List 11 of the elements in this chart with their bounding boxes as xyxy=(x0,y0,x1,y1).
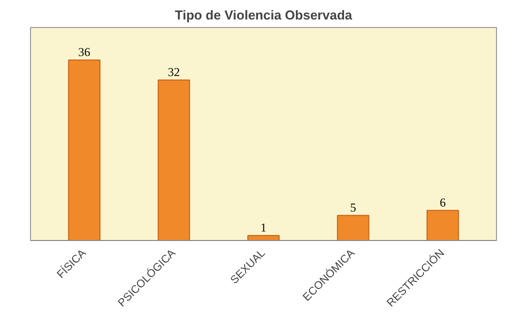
data-label: 36 xyxy=(78,44,90,59)
data-label: 6 xyxy=(440,195,446,210)
bar xyxy=(336,214,370,240)
bar xyxy=(247,234,280,240)
bar xyxy=(426,210,459,240)
bar xyxy=(68,59,100,240)
data-label: 32 xyxy=(168,65,180,80)
data-label: 5 xyxy=(350,200,356,214)
data-label: 1 xyxy=(260,220,266,234)
bar xyxy=(158,80,190,240)
chart-title: Tipo de Violencia Observada xyxy=(174,8,353,22)
